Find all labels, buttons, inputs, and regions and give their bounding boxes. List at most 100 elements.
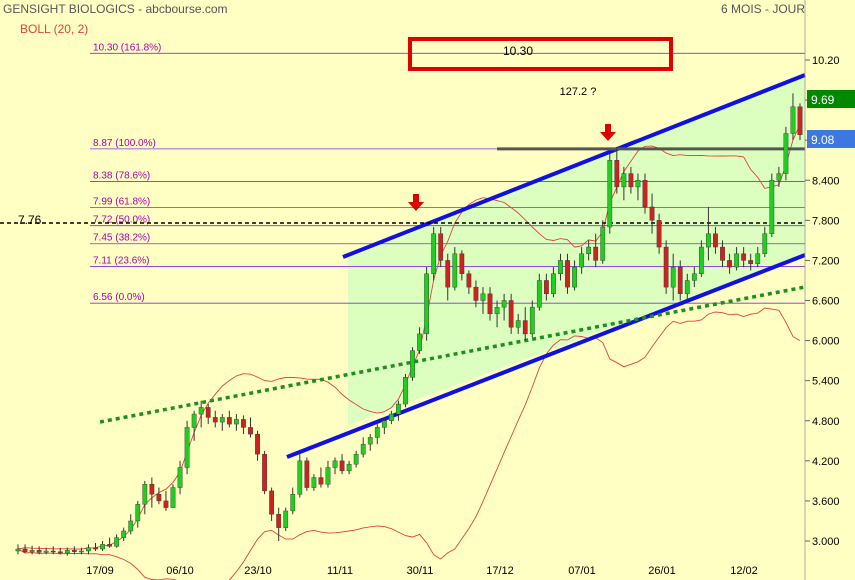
- candle-body: [529, 306, 535, 335]
- candle-body: [797, 106, 803, 136]
- candle-body: [713, 233, 718, 248]
- fib-label: 8.38 (78.6%): [93, 171, 150, 182]
- candle-body: [367, 437, 373, 445]
- extension-question-label: 127.2 ?: [560, 86, 597, 98]
- x-tick-label: 17/09: [86, 565, 114, 577]
- arrow-down-icon: [600, 124, 616, 141]
- candle-body: [445, 260, 451, 288]
- candle-body: [501, 300, 507, 308]
- x-tick-label: 26/01: [648, 565, 676, 577]
- candle-body: [417, 333, 422, 351]
- candle-body: [776, 173, 782, 181]
- candle-body: [297, 460, 303, 495]
- candle-body: [177, 467, 183, 488]
- y-tick-label: 6.000: [812, 336, 840, 348]
- candle-body: [15, 548, 21, 552]
- candle-body: [255, 433, 260, 455]
- x-tick-label: 11/11: [327, 565, 353, 577]
- candle-body: [706, 233, 711, 248]
- channel-upper-line: [342, 73, 806, 259]
- channel-fill: [348, 75, 805, 425]
- candle-body: [360, 443, 366, 455]
- candle-body: [515, 320, 521, 328]
- candle-body: [36, 550, 42, 553]
- candle-body: [86, 547, 91, 552]
- y-tick-label: 4.800: [812, 416, 840, 428]
- candle-body: [494, 306, 500, 315]
- y-tick-label: 5.400: [812, 376, 840, 388]
- candle-body: [121, 530, 127, 538]
- candle-body: [50, 550, 56, 553]
- candle-body: [93, 547, 98, 550]
- channel-lower-line: [286, 253, 806, 459]
- candle-body: [572, 266, 577, 288]
- candle-body: [107, 544, 112, 547]
- candle-body: [374, 427, 380, 438]
- last-price-label: 9.69: [811, 93, 835, 107]
- candle-body: [670, 266, 676, 288]
- period-label: 6 MOIS - JOUR: [721, 2, 805, 16]
- candle-body: [698, 246, 704, 274]
- y-tick-label: 3.000: [812, 536, 840, 548]
- target-box: [408, 37, 673, 71]
- fib-label: 7.45 (38.2%): [93, 233, 150, 244]
- candle-body: [607, 160, 613, 228]
- candle-body: [459, 253, 465, 274]
- candle-body: [663, 246, 669, 288]
- candle-body: [71, 550, 77, 552]
- candle-body: [466, 273, 472, 288]
- candle-body: [142, 484, 148, 505]
- candle-body: [339, 460, 345, 472]
- candle-body: [762, 233, 768, 254]
- candle-body: [79, 550, 84, 553]
- y-tick-label: 4.200: [812, 456, 840, 468]
- candle-body: [677, 266, 683, 295]
- candle-body: [783, 133, 789, 174]
- candle-body: [424, 273, 429, 335]
- candle-body: [325, 467, 331, 485]
- candle-body: [748, 260, 754, 264]
- candle-body: [431, 233, 437, 274]
- candle-body: [551, 273, 556, 295]
- candle-body: [234, 419, 239, 425]
- prev-price-label: 9.08: [811, 133, 835, 147]
- candle-body: [205, 407, 211, 418]
- candle-body: [135, 504, 141, 522]
- x-tick-label: 06/10: [166, 565, 194, 577]
- candle-body: [381, 420, 387, 428]
- bollinger-lower: [17, 307, 801, 580]
- fib-label: 7.11 (23.6%): [93, 255, 150, 266]
- candle-body: [346, 463, 352, 472]
- candle-body: [318, 477, 324, 485]
- candle-body: [586, 246, 592, 254]
- candle-body: [600, 226, 606, 261]
- candle-body: [43, 550, 49, 553]
- y-tick-label: 7.200: [812, 255, 840, 267]
- candle-body: [720, 246, 725, 261]
- candle-body: [734, 253, 739, 268]
- candle-body: [403, 377, 408, 405]
- candle-body: [389, 413, 394, 421]
- candle-body: [769, 180, 775, 234]
- x-tick-label: 30/11: [407, 565, 434, 577]
- candle-body: [226, 417, 232, 425]
- candle-body: [522, 320, 528, 335]
- candle-body: [543, 280, 549, 295]
- y-tick-label: 3.600: [812, 496, 840, 508]
- candle-body: [283, 510, 289, 528]
- candle-body: [396, 403, 401, 415]
- x-tick-label: 07/01: [568, 565, 596, 577]
- candle-body: [163, 500, 169, 508]
- arrow-down-icon: [408, 194, 424, 211]
- candle-body: [635, 180, 641, 188]
- candle-body: [642, 180, 648, 208]
- candle-body: [593, 246, 599, 261]
- candle-body: [565, 260, 570, 288]
- y-tick-label: 6.600: [812, 296, 840, 308]
- y-tick-label: 7.800: [812, 215, 840, 227]
- fib-label: 10.30 (161.8%): [93, 42, 161, 53]
- candle-body: [262, 453, 267, 492]
- candle-body: [64, 550, 70, 554]
- candle-body: [353, 453, 359, 465]
